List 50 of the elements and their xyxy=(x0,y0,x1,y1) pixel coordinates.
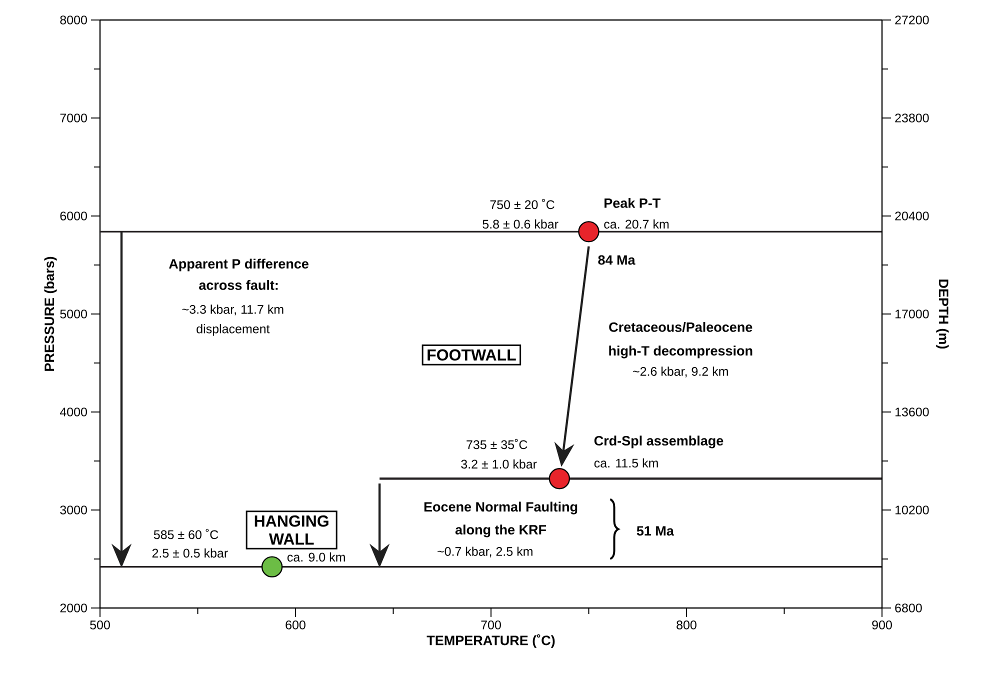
annotation: FOOTWALL xyxy=(428,349,516,361)
y2-tick-label: 27200 xyxy=(895,16,929,24)
annotation: 585 ± 60 ˚C xyxy=(154,528,218,540)
annotation: displacement xyxy=(196,324,270,336)
annotation: HANGING WALL xyxy=(254,515,328,545)
annotation: ~3.3 kbar, 11.7 km xyxy=(182,304,284,316)
y-tick-label: 8000 xyxy=(60,16,87,24)
annotation: high-T decompression xyxy=(609,346,752,358)
annotation: ~0.7 kbar, 2.5 km xyxy=(438,546,532,558)
point xyxy=(261,556,283,578)
y2-tick-label: 13600 xyxy=(896,408,929,416)
y-tick-label: 7000 xyxy=(60,114,87,122)
y2-axis-title: DEPTH (m) xyxy=(936,280,949,349)
point xyxy=(548,468,570,490)
y2-tick-label: 23800 xyxy=(895,114,929,122)
annotation: ~2.6 kbar, 9.2 km xyxy=(633,366,728,378)
annotation: across fault: xyxy=(199,280,278,290)
y-tick-label: 6000 xyxy=(60,212,87,220)
annotation: along the KRF xyxy=(455,524,546,538)
y-axis-title: PRESSURE (bars) xyxy=(44,256,57,371)
y-tick-label: 5000 xyxy=(60,310,87,318)
point xyxy=(578,221,600,242)
x-tick-label: 700 xyxy=(481,620,501,630)
x-tick-label: 600 xyxy=(286,620,306,630)
annotation: Cretaceous/Paleocene xyxy=(609,322,752,332)
annotation: Crd-Spl assemblage xyxy=(594,436,724,448)
y-tick-label: 4000 xyxy=(60,408,87,416)
annotation: 51 Ma xyxy=(636,526,674,536)
x-tick-label: 800 xyxy=(676,620,696,630)
y2-tick-label: 20400 xyxy=(895,212,929,220)
y2-tick-label: 17000 xyxy=(896,310,929,318)
x-tick-label: 500 xyxy=(90,620,110,630)
annotation: 735 ± 35˚C xyxy=(466,438,528,450)
annotation: 5.8 ± 0.6 kbar xyxy=(482,219,558,229)
y2-tick-label: 6800 xyxy=(895,604,922,612)
y2-tick-label: 10200 xyxy=(896,506,929,514)
annotation: 84 Ma xyxy=(598,255,636,265)
annotation: Eocene Normal Faulting xyxy=(424,502,578,514)
annotation: Peak P-T xyxy=(604,198,661,208)
x-tick-label: 900 xyxy=(872,620,892,630)
annotation: ca. 20.7 km xyxy=(604,219,669,229)
annotation: Apparent P difference xyxy=(169,258,308,272)
annotation: ca. 9.0 km xyxy=(287,552,345,562)
y-tick-label: 2000 xyxy=(60,604,87,612)
x-axis-title: TEMPERATURE (˚C) xyxy=(426,634,555,648)
annotation: 3.2 ± 1.0 kbar xyxy=(461,459,537,469)
y-tick-label: 3000 xyxy=(60,506,87,514)
annotation: 2.5 ± 0.5 kbar xyxy=(152,548,228,558)
annotation: 750 ± 20 ˚C xyxy=(490,198,554,210)
annotation: ca. 11.5 km xyxy=(594,458,658,468)
